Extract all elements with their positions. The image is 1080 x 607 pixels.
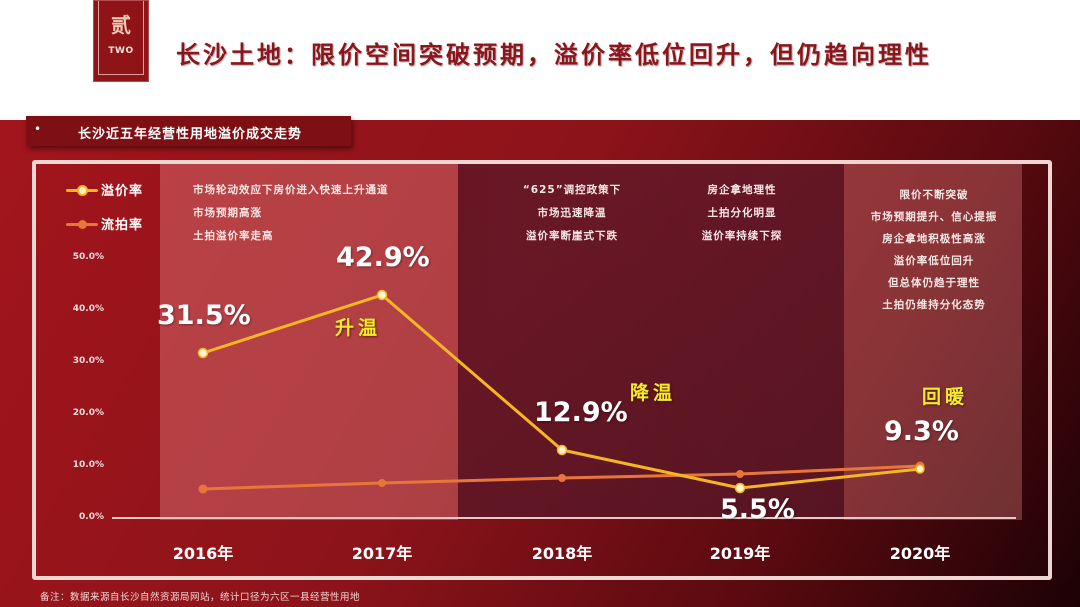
phase3-text-1: 限价不断突破: [899, 189, 969, 201]
phase2b-text-1: 房企拿地理性: [707, 184, 777, 196]
legend-label: 溢价率: [101, 184, 144, 199]
value-label-2018: 12.9%: [534, 397, 628, 428]
phase2a-text-1: “625”调控政策下: [522, 184, 622, 196]
badge-number: 贰: [111, 13, 131, 37]
phase3-text-2: 市场预期提升、信心提振: [870, 211, 998, 223]
section-title: 长沙近五年经营性用地溢价成交走势: [78, 127, 303, 142]
x-label-2020: 2020年: [889, 544, 951, 563]
phase1-text-3: 土拍溢价率走高: [193, 230, 274, 242]
y-tick-10: 10.0%: [72, 460, 104, 470]
y-tick-30: 30.0%: [72, 356, 104, 366]
footnote: 备注：数据来源自长沙自然资源局网站，统计口径为六区一县经营性用地: [40, 592, 361, 603]
legend-marker-icon: [77, 185, 88, 196]
y-tick-0: 0.0%: [79, 512, 104, 522]
x-label-2018: 2018年: [531, 544, 593, 563]
x-label-2019: 2019年: [709, 544, 771, 563]
section-tab: • 长沙近五年经营性用地溢价成交走势: [26, 116, 351, 146]
phase2a-text-3: 溢价率断崖式下跌: [526, 230, 618, 242]
x-label-2017: 2017年: [351, 544, 413, 563]
section-badge: 贰 TWO: [93, 0, 149, 82]
legend-marker-icon: [78, 220, 87, 229]
phase2b-text-3: 溢价率持续下探: [701, 230, 783, 242]
badge-english: TWO: [108, 46, 134, 56]
page-title: 长沙土地：限价空间突破预期，溢价率低位回升，但仍趋向理性: [176, 41, 932, 69]
value-label-2017: 42.9%: [336, 242, 430, 273]
legend-label: 流拍率: [101, 218, 144, 233]
y-tick-20: 20.0%: [72, 408, 104, 418]
phase2a-text-2: 市场迅速降温: [537, 207, 607, 219]
phase3-text-4: 溢价率低位回升: [893, 255, 975, 267]
annotation-warm: 回暖: [922, 386, 969, 408]
phase3-text-6: 土拍仍维持分化态势: [882, 299, 986, 311]
y-tick-40: 40.0%: [72, 304, 104, 314]
badge-border: [98, 1, 144, 75]
value-label-2019: 5.5%: [720, 494, 795, 525]
phase1-text-2: 市场预期高涨: [193, 207, 262, 219]
bullet-icon: •: [34, 122, 42, 136]
phase3-text-3: 房企拿地积极性高涨: [882, 233, 986, 245]
x-label-2016: 2016年: [172, 544, 234, 563]
phase2b-text-2: 土拍分化明显: [707, 207, 777, 219]
value-label-2020: 9.3%: [884, 416, 959, 447]
phase3-text-5: 但总体仍趋于理性: [888, 277, 980, 289]
y-tick-50: 50.0%: [72, 252, 104, 262]
header: 贰 TWO 长沙土地：限价空间突破预期，溢价率低位回升，但仍趋向理性: [0, 0, 1080, 120]
chart-frame: [32, 160, 1052, 580]
annotation-rise: 升温: [335, 317, 382, 339]
value-label-2016: 31.5%: [157, 300, 251, 331]
phase1-text-1: 市场轮动效应下房价进入快速上升通道: [193, 184, 389, 196]
annotation-cool: 降温: [630, 382, 677, 404]
